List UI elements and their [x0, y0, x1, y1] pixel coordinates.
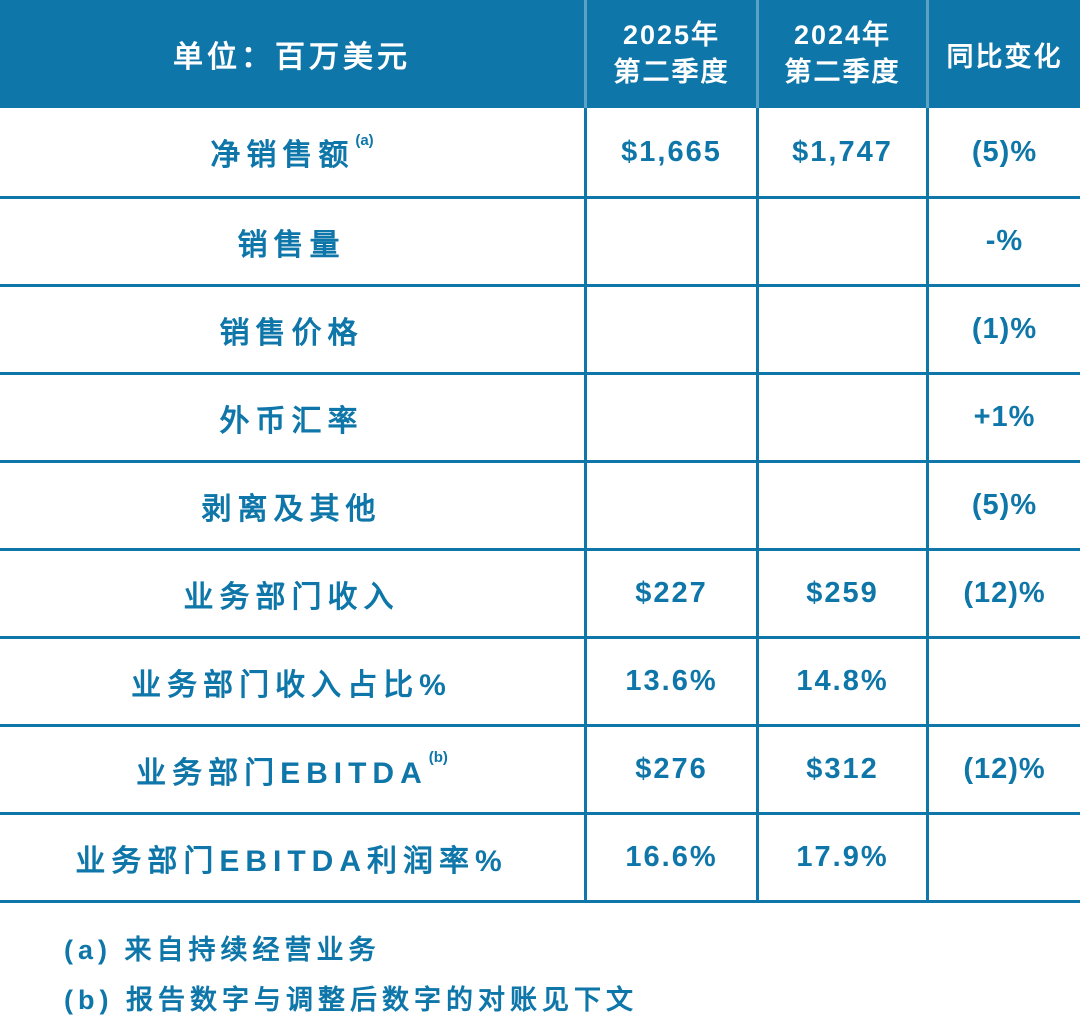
value-q2-2025: [584, 199, 756, 284]
value-yoy-change: (5)%: [926, 463, 1080, 548]
col-header-2025-q2: 2025年 第二季度: [584, 0, 756, 108]
row-label: 销售量: [0, 199, 584, 284]
col-header-yoy-label: 同比变化: [946, 41, 1063, 72]
value-yoy-change: +1%: [926, 375, 1080, 460]
col-header-2024-q2: 2024年 第二季度: [756, 0, 926, 108]
table-body: 净销售额 (a) $1,665 $1,747 (5)% 销售量 -% 销售价格 (…: [0, 108, 1080, 903]
col-header-yoy-change: 同比变化: [926, 0, 1080, 108]
value-q2-2024: [756, 463, 926, 548]
row-label-text: 剥离及其他: [201, 492, 382, 526]
unit-header-label: 单位：百万美元: [173, 41, 411, 74]
value-q2-2024: 17.9%: [756, 815, 926, 900]
value-yoy-change: (12)%: [926, 727, 1080, 812]
row-label-text: 外币汇率: [219, 404, 364, 438]
value-yoy-change: [926, 639, 1080, 724]
value-yoy-change: (1)%: [926, 287, 1080, 372]
value-yoy-change: -%: [926, 199, 1080, 284]
value-q2-2025: 13.6%: [584, 639, 756, 724]
col-header-2024-line1: 2024年: [793, 20, 892, 50]
table-row-sales-volume: 销售量 -%: [0, 196, 1080, 284]
value-q2-2025: $227: [584, 551, 756, 636]
row-label: 业务部门收入: [0, 551, 584, 636]
value-q2-2024: $312: [756, 727, 926, 812]
table-row-sales-price: 销售价格 (1)%: [0, 284, 1080, 372]
value-q2-2025: $276: [584, 727, 756, 812]
row-label: 净销售额 (a): [0, 108, 584, 196]
col-header-2025-line1: 2025年: [622, 20, 721, 50]
row-label-text: 业务部门EBITDA利润率%: [75, 844, 508, 878]
table-row-segment-ebitda-margin: 业务部门EBITDA利润率% 16.6% 17.9%: [0, 812, 1080, 900]
unit-header: 单位：百万美元: [0, 0, 584, 108]
footnote-marker-b: (b): [428, 749, 448, 766]
value-q2-2025: [584, 287, 756, 372]
row-label: 外币汇率: [0, 375, 584, 460]
table-row-segment-income-pct: 业务部门收入占比% 13.6% 14.8%: [0, 636, 1080, 724]
col-header-2025-line2: 第二季度: [613, 57, 730, 87]
footnote-b: (b) 报告数字与调整后数字的对账见下文: [64, 985, 638, 1015]
value-q2-2024: 14.8%: [756, 639, 926, 724]
value-q2-2025: 16.6%: [584, 815, 756, 900]
value-q2-2024: $1,747: [756, 108, 926, 196]
value-q2-2025: [584, 375, 756, 460]
table-row-divestitures-other: 剥离及其他 (5)%: [0, 460, 1080, 548]
footnote-marker-a: (a): [355, 131, 374, 149]
row-label-text: 净销售额: [210, 139, 355, 172]
table-row-net-sales: 净销售额 (a) $1,665 $1,747 (5)%: [0, 108, 1080, 196]
value-yoy-change: (12)%: [926, 551, 1080, 636]
row-label: 销售价格: [0, 287, 584, 372]
value-q2-2025: $1,665: [584, 108, 756, 196]
value-q2-2024: $259: [756, 551, 926, 636]
row-label: 业务部门EBITDA (b): [0, 727, 584, 812]
row-label: 业务部门EBITDA利润率%: [0, 815, 584, 900]
value-q2-2024: [756, 375, 926, 460]
table-header-row: 单位：百万美元 2025年 第二季度 2024年 第二季度 同比变化: [0, 0, 1080, 108]
financial-summary-table: 单位：百万美元 2025年 第二季度 2024年 第二季度 同比变化 净销售额(…: [0, 0, 1080, 903]
value-yoy-change: (5)%: [926, 108, 1080, 196]
table-row-segment-income: 业务部门收入 $227 $259 (12)%: [0, 548, 1080, 636]
value-yoy-change: [926, 815, 1080, 900]
footnote-a: (a) 来自持续经营业务: [64, 935, 381, 965]
col-header-2024-line2: 第二季度: [784, 57, 901, 87]
value-q2-2025: [584, 463, 756, 548]
row-label-text: 销售价格: [219, 316, 364, 350]
footnotes-section: (a) 来自持续经营业务 (b) 报告数字与调整后数字的对账见下文: [0, 903, 1080, 1025]
row-label-text: 业务部门收入占比%: [131, 668, 452, 702]
row-label-text: 销售量: [237, 228, 346, 262]
row-label-text: 业务部门EBITDA: [136, 756, 428, 790]
table-row-segment-ebitda: 业务部门EBITDA (b) $276 $312 (12)%: [0, 724, 1080, 812]
row-label-text: 业务部门收入: [183, 580, 400, 614]
table-row-fx-rate: 外币汇率 +1%: [0, 372, 1080, 460]
value-q2-2024: [756, 199, 926, 284]
value-q2-2024: [756, 287, 926, 372]
row-label: 剥离及其他: [0, 463, 584, 548]
row-label: 业务部门收入占比%: [0, 639, 584, 724]
